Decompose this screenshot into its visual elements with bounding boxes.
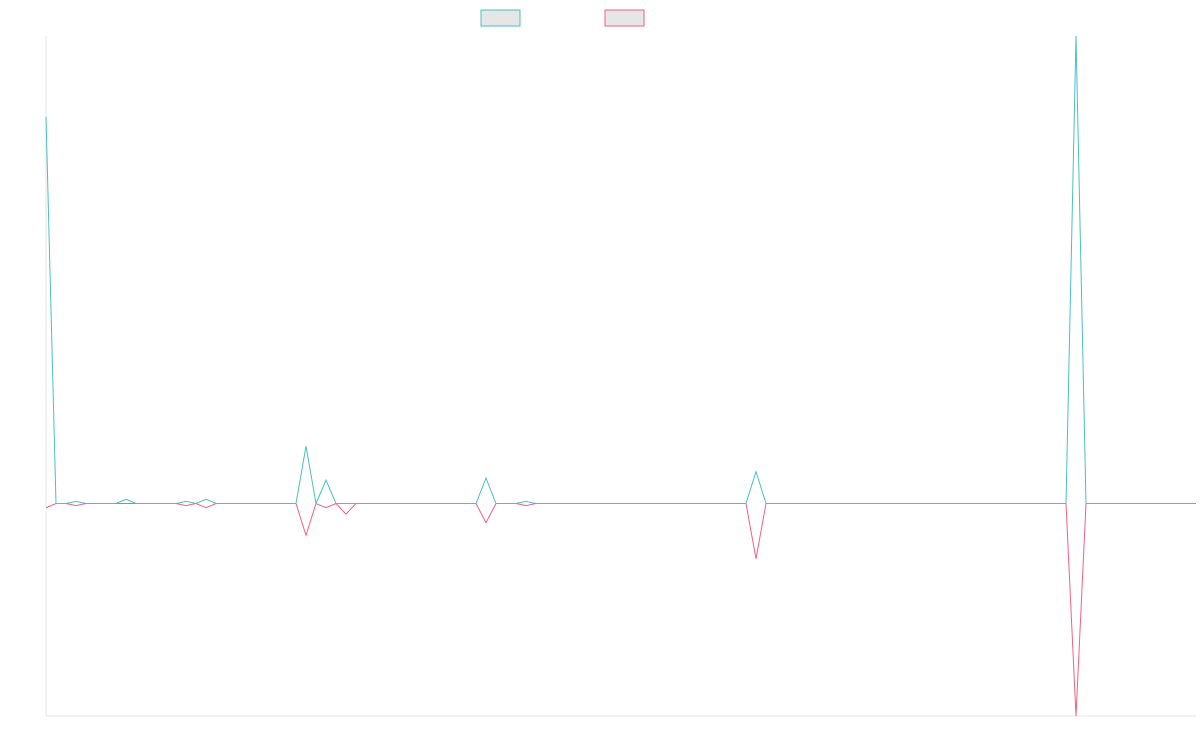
- series-line-1: [45, 502, 1196, 717]
- legend-swatch-1: [604, 9, 645, 27]
- legend-swatch-0: [480, 9, 521, 27]
- series-line-0: [45, 35, 1196, 506]
